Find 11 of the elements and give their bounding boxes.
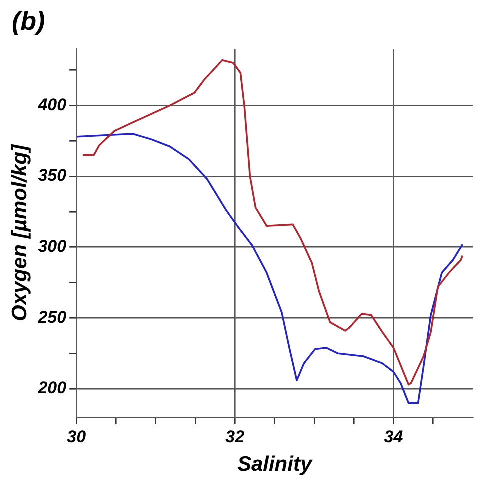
x-axis-title: Salinity [237, 453, 314, 476]
y-tick-label: 250 [37, 308, 68, 327]
y-axis-title: Oxygen [µmol/kg] [8, 144, 32, 322]
y-tick-label: 200 [37, 378, 68, 398]
y-tick-label: 400 [37, 95, 68, 114]
x-tick-label: 34 [384, 427, 404, 446]
y-tick-label: 350 [38, 166, 68, 186]
x-tick-label: 32 [226, 427, 246, 446]
text: (b) [12, 6, 46, 36]
x-tick-label: 30 [67, 427, 87, 446]
y-tick-label: 300 [38, 237, 68, 256]
